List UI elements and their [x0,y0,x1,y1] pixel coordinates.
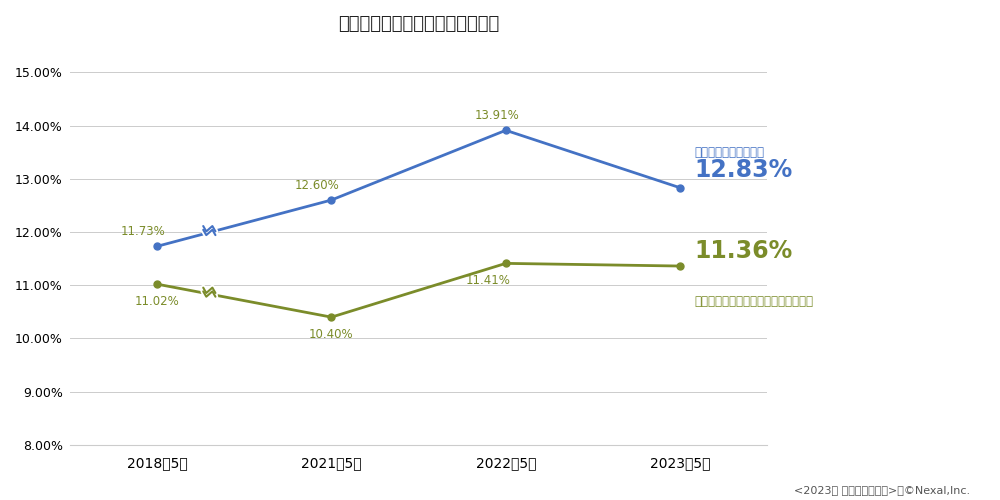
Text: 13.91%: 13.91% [475,110,519,122]
Text: 上場企業のマーケティング組織設置率: 上場企業のマーケティング組織設置率 [694,296,813,308]
Text: 11.02%: 11.02% [135,295,179,308]
Text: <2023年 組織設置率調査>　©Nexal,Inc.: <2023年 組織設置率調査> ©Nexal,Inc. [794,485,970,495]
Text: 12.83%: 12.83% [694,158,792,182]
Text: 11.36%: 11.36% [694,240,792,264]
Text: 調査全体の組織設置率: 調査全体の組織設置率 [694,146,764,158]
Text: 11.41%: 11.41% [466,274,511,287]
Text: 11.73%: 11.73% [121,226,165,238]
Title: マーケティング組織設置率の推移: マーケティング組織設置率の推移 [338,15,499,33]
Text: 10.40%: 10.40% [309,328,354,341]
Text: 12.60%: 12.60% [295,179,340,192]
